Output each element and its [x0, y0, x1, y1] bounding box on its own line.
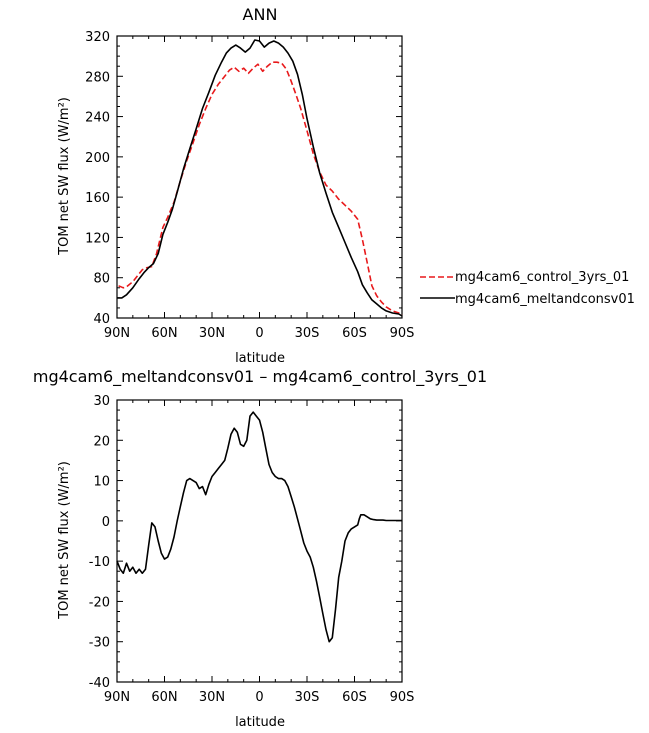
- y-tick-label: -10: [89, 555, 110, 570]
- top-panel-title: ANN: [243, 5, 278, 24]
- x-tick-label: 30S: [295, 326, 320, 341]
- legend: mg4cam6_control_3yrs_01 mg4cam6_meltandc…: [420, 270, 635, 307]
- y-tick-label: 240: [85, 111, 110, 126]
- legend-entry: mg4cam6_meltandconsv01: [420, 292, 635, 307]
- bottom-panel: mg4cam6_meltandconsv01 – mg4cam6_control…: [33, 367, 487, 730]
- y-tick-label: 30: [93, 394, 110, 409]
- y-tick-label: 320: [85, 30, 110, 45]
- top-panel-ylabel: TOM net SW flux (W/m²): [57, 97, 72, 256]
- plot-frame: [116, 399, 403, 683]
- x-tick-label: 30N: [199, 326, 225, 341]
- y-tick-label: 200: [85, 151, 110, 166]
- series-line-mg4cam6_control_3yrs_01: [118, 61, 403, 316]
- bottom-panel-xlabel: latitude: [235, 715, 285, 730]
- legend-entry: mg4cam6_control_3yrs_01: [420, 270, 629, 285]
- x-tick-label: 90S: [390, 326, 415, 341]
- x-tick-label: 0: [255, 690, 263, 705]
- series-line-mg4cam6_meltandconsv01: [117, 39, 403, 317]
- y-tick-label: -20: [89, 595, 110, 610]
- bottom-panel-ylabel: TOM net SW flux (W/m²): [57, 461, 72, 620]
- y-tick-label: 120: [85, 231, 110, 246]
- y-tick-label: 40: [93, 312, 110, 327]
- x-tick-label: 30N: [199, 690, 225, 705]
- series-line-diff-0: [116, 411, 402, 643]
- y-tick-label: 160: [85, 191, 110, 206]
- x-tick-label: 90N: [104, 690, 130, 705]
- bottom-panel-title: mg4cam6_meltandconsv01 – mg4cam6_control…: [33, 367, 487, 387]
- x-tick-label: 60N: [151, 690, 177, 705]
- x-tick-label: 90S: [390, 690, 415, 705]
- x-tick-label: 60S: [342, 326, 367, 341]
- y-tick-label: -40: [89, 676, 110, 691]
- y-tick-label: 20: [93, 434, 110, 449]
- x-tick-label: 60N: [151, 326, 177, 341]
- y-tick-label: 280: [85, 70, 110, 85]
- legend-label-control: mg4cam6_control_3yrs_01: [455, 270, 629, 285]
- y-tick-label: 0: [102, 515, 110, 530]
- x-tick-label: 0: [255, 326, 263, 341]
- top-panel-xlabel: latitude: [235, 351, 285, 366]
- x-tick-label: 90N: [104, 326, 130, 341]
- top-plot-area: 90N 60N 30N 0 30S 60S 90S 40 80 120 160 200 240 280 32…: [85, 30, 414, 341]
- x-tick-label: 30S: [295, 690, 320, 705]
- bottom-plot-area: 90N 60N 30N 0 30S 60S 90S -40 -30 -20 -10 0 10 20 30: [89, 394, 415, 705]
- top-panel: ANN TOM net SW flux (W/m²) 90N 60N 30N 0 30S…: [57, 5, 635, 366]
- x-tick-label: 60S: [342, 690, 367, 705]
- y-tick-label: 80: [93, 272, 110, 287]
- legend-label-melt: mg4cam6_meltandconsv01: [455, 292, 635, 307]
- y-tick-label: -30: [89, 636, 110, 651]
- y-tick-label: 10: [93, 475, 110, 490]
